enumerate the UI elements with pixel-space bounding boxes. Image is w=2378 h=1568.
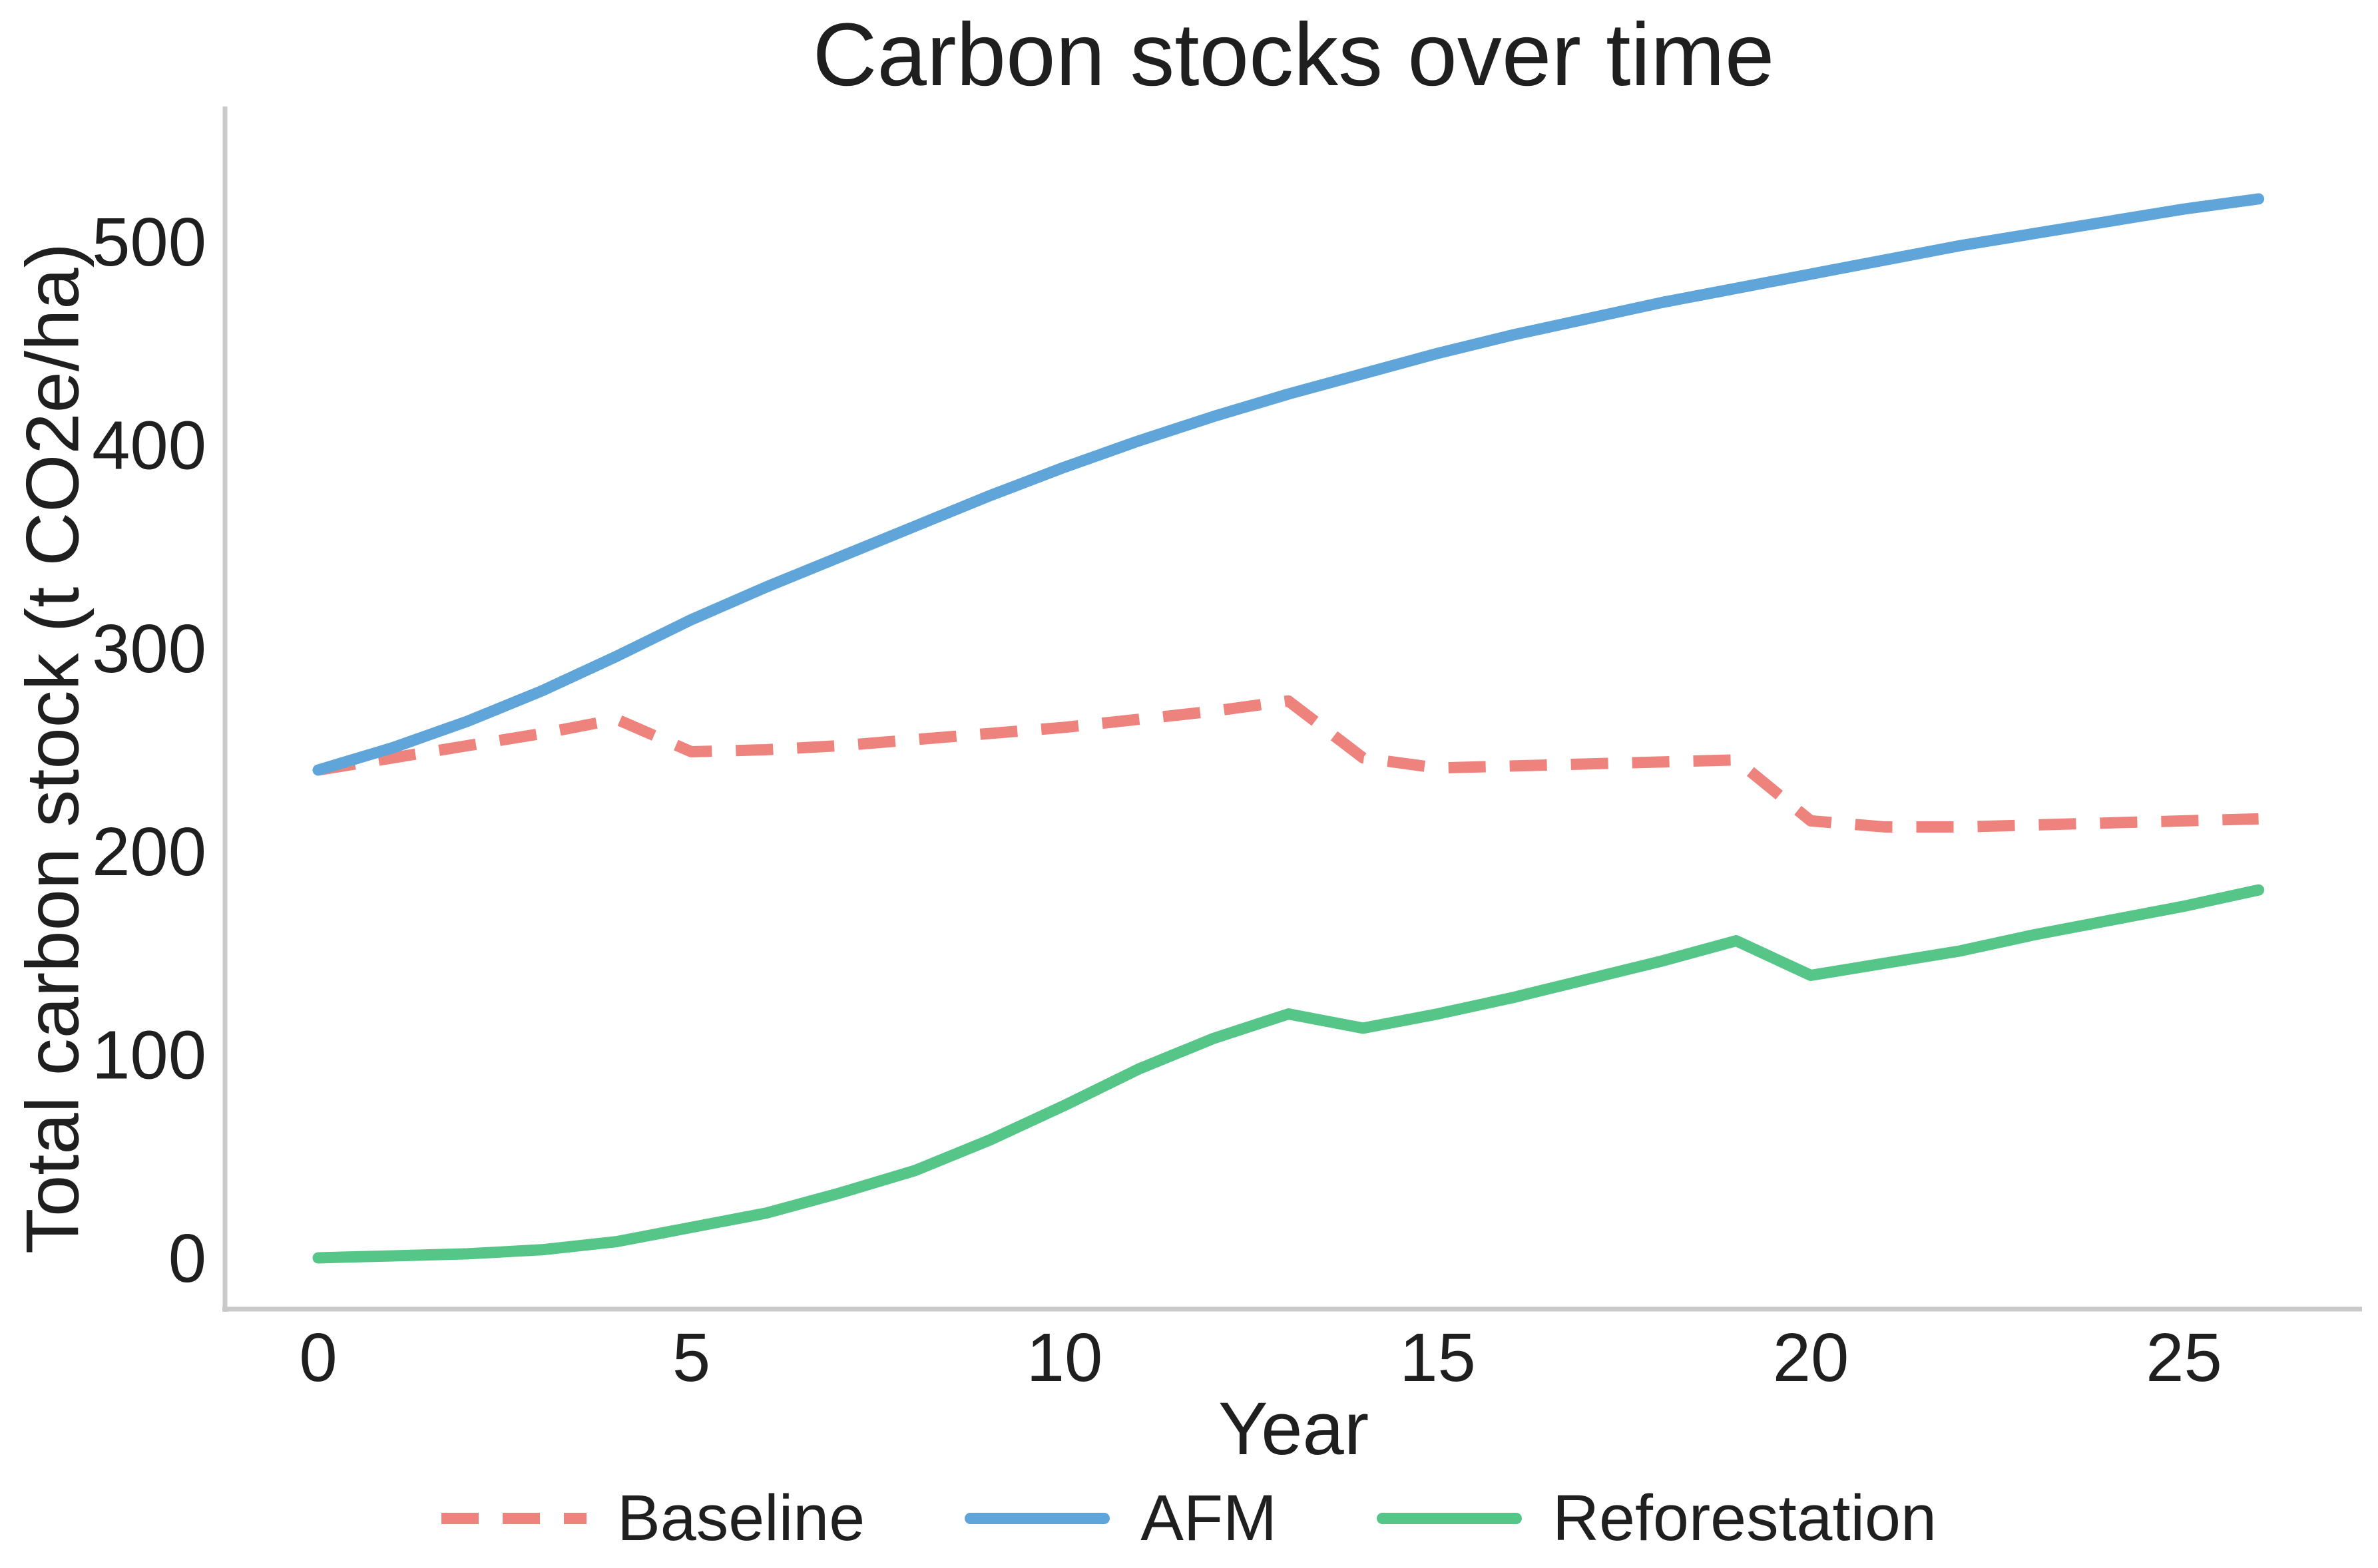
x-tick-label: 0 [299, 1319, 337, 1396]
legend-item-reforestation: Reforestation [1376, 1481, 1937, 1555]
y-tick-label: 300 [92, 610, 206, 687]
legend: Baseline AFM Reforestation [0, 1481, 2378, 1555]
legend-label-reforestation: Reforestation [1552, 1481, 1937, 1554]
legend-item-baseline: Baseline [441, 1481, 865, 1555]
series-line-afm [312, 193, 2265, 776]
afm-line-swatch [965, 1512, 1110, 1524]
x-axis-label: Year [1218, 1387, 1369, 1470]
y-tick-label: 0 [168, 1220, 206, 1296]
series-line-baseline [317, 695, 2259, 833]
legend-label-baseline: Baseline [617, 1481, 865, 1554]
legend-label-afm: AFM [1140, 1481, 1277, 1554]
x-tick-label: 5 [672, 1319, 710, 1396]
x-tick-label: 15 [1399, 1319, 1476, 1396]
series-line-reforestation [312, 884, 2265, 1264]
reforestation-line-swatch [1376, 1512, 1522, 1524]
x-tick-label: 20 [1773, 1319, 1849, 1396]
y-axis-label: Total carbon stock (t CO2e/ha) [11, 243, 95, 1255]
y-tick-label: 400 [92, 407, 206, 483]
y-tick-label: 500 [92, 204, 206, 280]
chart-title: Carbon stocks over time [812, 5, 1775, 104]
y-tick-label: 100 [92, 1017, 206, 1093]
x-tick-label: 25 [2146, 1319, 2222, 1396]
baseline-dashed-line-swatch [441, 1512, 587, 1524]
legend-item-afm: AFM [965, 1481, 1277, 1555]
x-tick-label: 10 [1027, 1319, 1103, 1396]
y-tick-label: 200 [92, 813, 206, 890]
